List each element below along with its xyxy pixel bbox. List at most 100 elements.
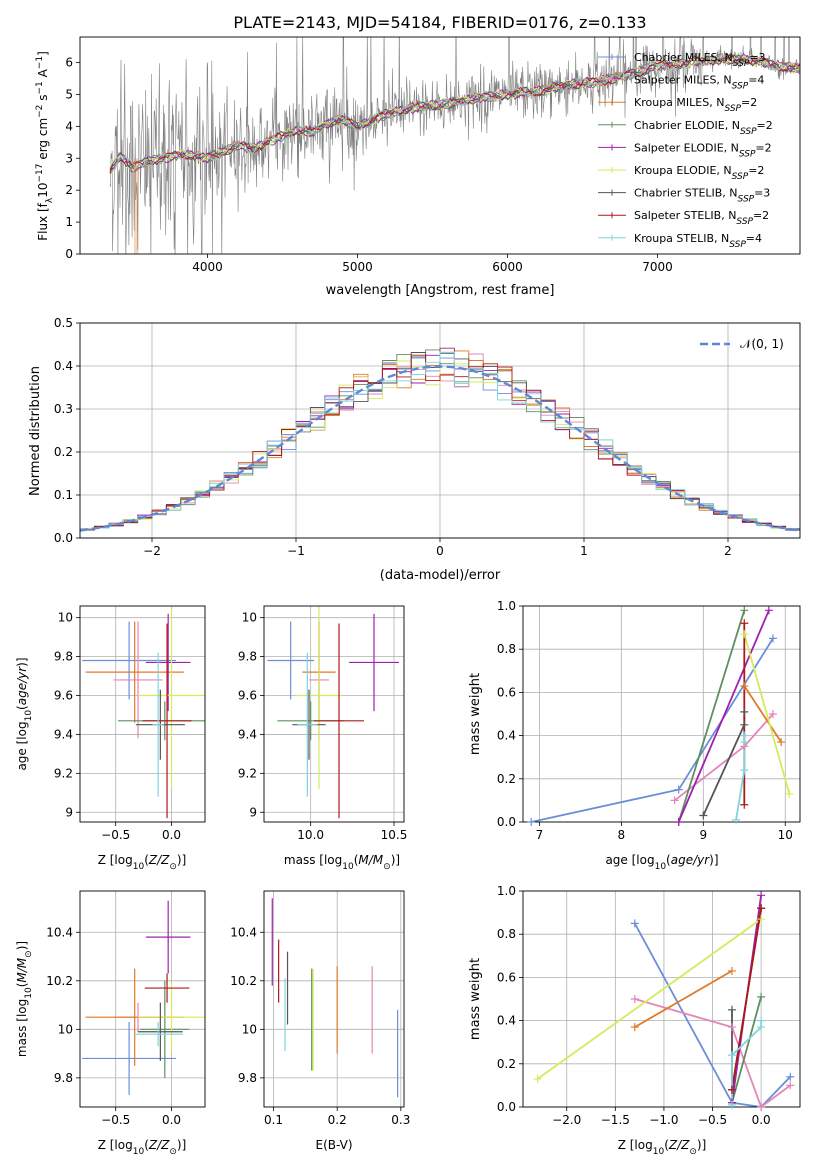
x-tick-label: 6000 (492, 260, 523, 274)
y-tick-label: 3 (65, 151, 73, 165)
weight-line (702, 711, 746, 816)
axes-frame (263, 890, 405, 1108)
weight-marker (670, 796, 679, 805)
x-tick-label: 0.3 (391, 1113, 410, 1127)
axes-frame (263, 605, 405, 823)
x-tick-label: −0.5 (101, 1113, 130, 1127)
model-spectrum (109, 52, 800, 173)
y-tick-label: 4 (65, 119, 73, 133)
axes-frame (522, 890, 801, 1108)
y-tick-label: 6 (65, 56, 73, 70)
y-tick-label: 1.0 (497, 884, 516, 898)
weight-marker (786, 1072, 795, 1081)
x-tick-label: 10.5 (381, 828, 408, 842)
x-tick-label: 5000 (342, 260, 373, 274)
y-tick-label: 10 (58, 1022, 73, 1036)
x-tick-label: 0.2 (328, 1113, 347, 1127)
plot-area (531, 609, 791, 822)
axes-frame (79, 890, 206, 1108)
y-tick-label: 0.3 (54, 402, 73, 416)
masked-region (134, 158, 139, 254)
y-axis-label: mass weight (468, 958, 483, 1040)
y-tick-label: 0.2 (54, 445, 73, 459)
legend-label: Chabrier MILES, NSSP=3 (634, 51, 766, 69)
y-tick-label: 2 (65, 183, 73, 197)
weight-line (677, 609, 770, 822)
weight-marker (740, 800, 749, 809)
weight-marker (674, 785, 683, 794)
y-tick-label: 10.2 (46, 974, 73, 988)
legend-label: Kroupa MILES, NSSP=2 (634, 96, 757, 114)
weight-marker (757, 1103, 766, 1111)
y-tick-label: 9.2 (238, 766, 257, 780)
y-tick-label: 0.1 (54, 488, 73, 502)
y-tick-label: 10.2 (230, 974, 257, 988)
x-tick-label: −2 (143, 544, 161, 558)
weight-marker (727, 1051, 736, 1060)
weight-marker (527, 818, 536, 826)
y-tick-label: 0.2 (497, 772, 516, 786)
y-tick-label: 9.8 (54, 650, 73, 664)
weight-line (743, 685, 782, 743)
y-tick-label: 10.4 (46, 925, 73, 939)
histogram-steps (80, 352, 800, 531)
weight-marker (777, 738, 786, 747)
y-tick-label: 9.8 (54, 1071, 73, 1085)
x-tick-label: −2.0 (552, 1113, 581, 1127)
x-tick-label: 2 (724, 544, 732, 558)
weight-marker (727, 1023, 736, 1032)
axes-frame (79, 36, 801, 255)
y-tick-label: 0.5 (54, 316, 73, 330)
legend-label: Kroupa STELIB, NSSP=4 (634, 232, 762, 250)
weight-marker (768, 634, 777, 643)
plot-area (267, 606, 399, 819)
x-axis-label: Z [log10(Z/Z⊙)] (98, 853, 187, 872)
panel-spectrum: 4000 5000 6000 7000 0 1 2 3 4 5 6 Chabrier MILES, N… (35, 36, 801, 298)
legend-label: Salpeter MILES, NSSP=4 (634, 74, 764, 92)
plot-area (537, 895, 791, 1107)
plot-area (82, 900, 205, 1095)
x-tick-label: −0.5 (698, 1113, 727, 1127)
y-tick-label: 9.4 (238, 727, 257, 741)
weight-marker (699, 811, 708, 820)
weight-marker (727, 966, 736, 975)
x-tick-label: 9 (699, 828, 707, 842)
legend-label: Chabrier STELIB, NSSP=3 (634, 187, 770, 205)
weight-marker (727, 1005, 736, 1014)
y-axis-label: Flux [fλ10−17 erg cm−2 s−1 A−1] (35, 51, 55, 241)
y-tick-label: 1 (65, 215, 73, 229)
y-tick-label: 10 (242, 1022, 257, 1036)
panel-age_vs_mass: 10.0 10.5 9 9.2 9.4 9.6 9.8 10 mass [log10(M/M⊙)… (238, 605, 408, 872)
plot-area (80, 347, 800, 532)
y-tick-label: 0.4 (497, 1014, 516, 1028)
y-tick-label: 10 (58, 611, 73, 625)
weight-marker (740, 681, 749, 690)
weight-marker (630, 995, 639, 1003)
x-tick-label: 0.0 (162, 828, 181, 842)
weight-marker (764, 606, 773, 615)
y-axis-label: Normed distribution (28, 366, 43, 496)
x-axis-label: E(B-V) (315, 1138, 352, 1152)
weight-marker (732, 815, 741, 824)
weight-marker (757, 904, 766, 913)
y-tick-label: 9.8 (238, 1071, 257, 1085)
weight-marker (740, 619, 749, 628)
x-tick-label: −1.0 (649, 1113, 678, 1127)
x-axis-label: mass [log10(M/M⊙)] (284, 853, 400, 872)
weight-line (537, 918, 762, 1080)
x-tick-label: 10.0 (297, 828, 324, 842)
legend-label: Chabrier ELODIE, NSSP=2 (634, 119, 773, 137)
x-tick-label: −0.5 (101, 828, 130, 842)
model-spectrum (109, 54, 800, 174)
weight-marker (740, 707, 749, 716)
y-tick-label: 9.6 (54, 689, 73, 703)
weight-marker (740, 606, 749, 615)
x-tick-label: 1 (580, 544, 588, 558)
y-axis-label: mass [log10(M/M⊙)] (15, 941, 34, 1057)
figure-title: PLATE=2143, MJD=54184, FIBERID=0176, z=0… (233, 13, 646, 32)
weight-marker (740, 630, 749, 639)
x-axis-label: wavelength [Angstrom, rest frame] (326, 283, 555, 298)
weight-line (531, 637, 774, 822)
x-tick-label: 7000 (642, 260, 673, 274)
x-tick-label: 10 (778, 828, 793, 842)
